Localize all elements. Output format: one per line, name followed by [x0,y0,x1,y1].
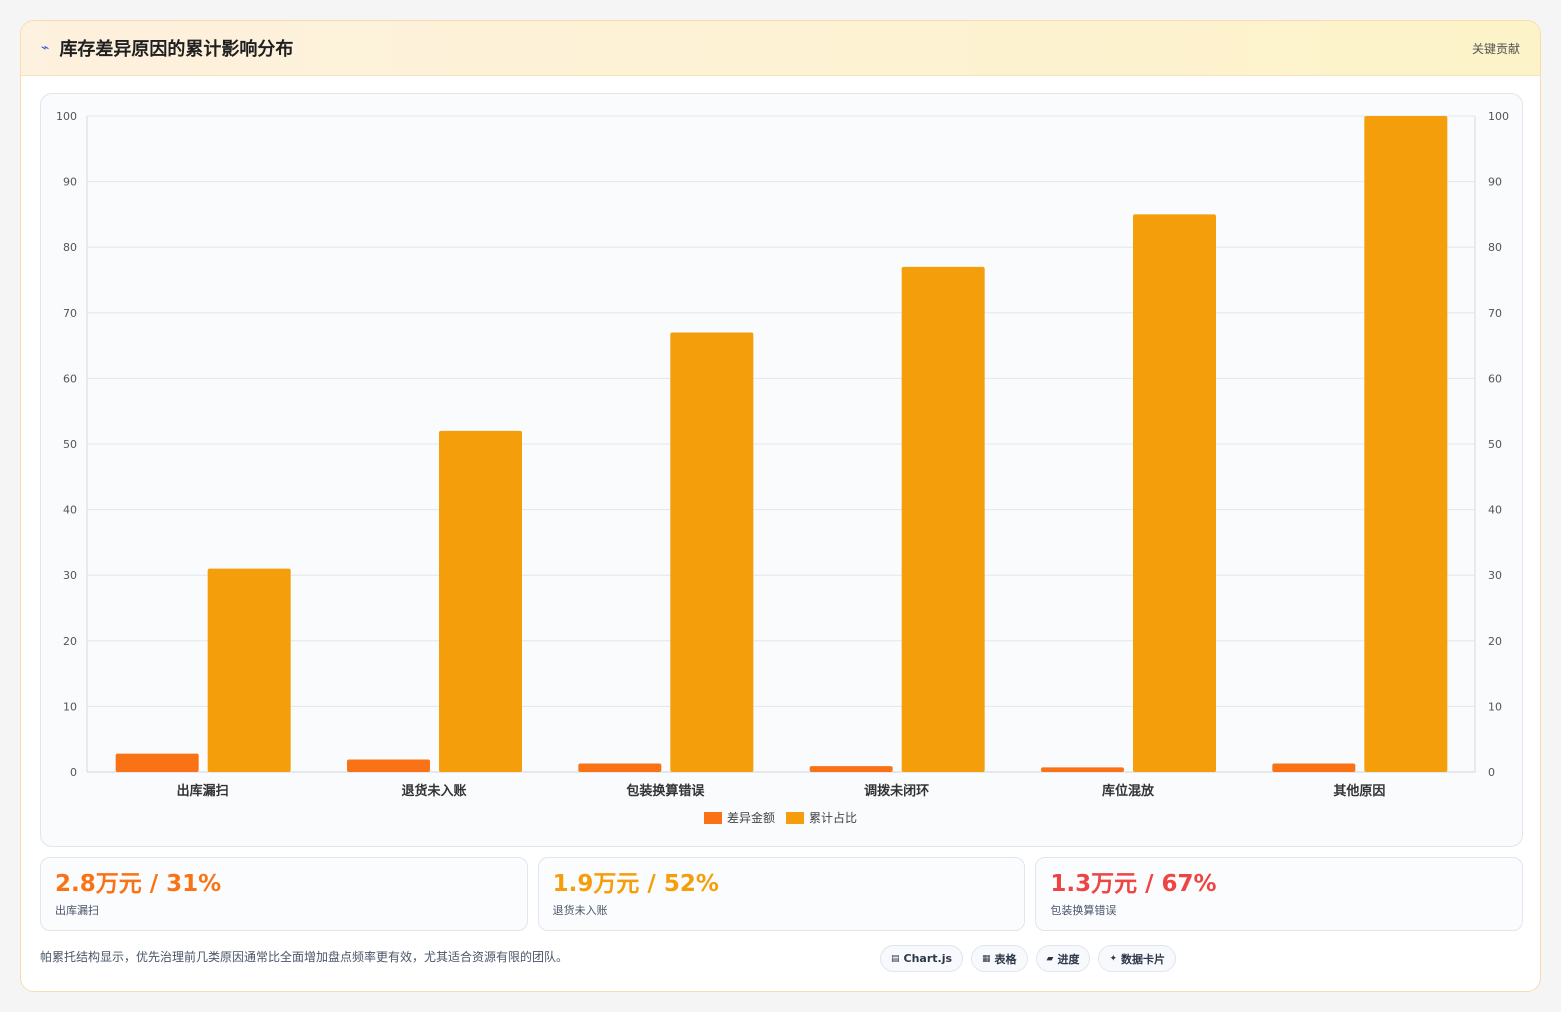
y2-tick-label: 100 [1488,110,1509,123]
y-tick-label: 10 [63,700,77,713]
stat-value: 1.3万元 / 67% [1050,871,1217,897]
bar-amount [115,753,199,772]
pill-label: 进度 [1057,952,1080,966]
y-tick-label: 50 [63,438,77,451]
y-tick-label: 60 [63,372,77,385]
pareto-chart: 0 0 10 10 20 20 30 30 40 40 50 50 60 60 70 70 80 80 90 90 10… [56,110,1509,825]
legend-swatch [704,812,722,824]
bar-amount [1272,763,1356,772]
trend-icon: ⌁ [41,40,50,56]
bar-amount [578,763,662,772]
sparkle-icon: ✦ [1109,953,1118,964]
y2-tick-label: 50 [1488,438,1502,451]
bar-amount [809,766,893,772]
y-tick-label: 70 [63,307,77,320]
card-footer: 帕累托结构显示，优先治理前几类原因通常比全面增加盘点频率更有效，尤其适合资源有限… [40,943,1523,973]
bar-cumulative [901,266,985,772]
y2-tick-label: 80 [1488,241,1502,254]
y-tick-label: 100 [56,110,77,123]
pill-table[interactable]: ▦ 表格 [971,945,1028,972]
pill-label: Chart.js [903,952,953,965]
y2-tick-label: 20 [1488,635,1502,648]
pill-data-card[interactable]: ✦ 数据卡片 [1098,945,1177,972]
bar-amount [347,759,430,772]
legend-label: 累计占比 [809,810,857,825]
chart-card: ⌁ 库存差异原因的累计影响分布 关键贡献 0 0 10 10 20 20 30 30 40 40 5… [20,20,1541,992]
x-tick-label: 出库漏扫 [177,783,229,799]
stat-card: 1.9万元 / 52% 退货未入账 [537,857,1026,931]
pill-chartjs[interactable]: ▤ Chart.js [880,945,964,972]
pill-label: 数据卡片 [1121,952,1166,966]
y2-tick-label: 10 [1488,700,1502,713]
x-tick-label: 退货未入账 [401,783,466,799]
x-tick-label: 库位混放 [1102,783,1155,799]
bar-amount [1041,767,1124,772]
stat-label: 退货未入账 [552,904,608,917]
bar-cumulative [439,430,522,772]
y2-tick-label: 70 [1488,307,1502,320]
pill-progress[interactable]: ▰ 进度 [1035,945,1091,972]
bar-cumulative [670,332,754,772]
x-tick-label: 调拨未闭环 [864,783,929,799]
card-header: ⌁ 库存差异原因的累计影响分布 关键贡献 [21,21,1540,76]
stat-card: 2.8万元 / 31% 出库漏扫 [40,857,528,931]
chart-icon: ▤ [891,953,900,964]
pill-label: 表格 [994,952,1017,966]
y-tick-label: 30 [63,569,77,582]
header-tag: 关键贡献 [1471,41,1520,56]
card-title: 库存差异原因的累计影响分布 [59,39,294,60]
x-tick-label: 其他原因 [1333,783,1385,799]
footer-note: 帕累托结构显示，优先治理前几类原因通常比全面增加盘点频率更有效，尤其适合资源有限… [40,950,569,964]
y2-tick-label: 90 [1488,176,1502,189]
progress-icon: ▰ [1046,953,1054,964]
stat-card: 1.3万元 / 67% 包装换算错误 [1035,857,1524,931]
stat-label: 出库漏扫 [55,904,99,917]
legend-label: 差异金额 [727,810,775,825]
table-icon: ▦ [982,953,991,964]
y-tick-label: 40 [63,504,77,517]
y2-tick-label: 30 [1488,569,1502,582]
stat-value: 2.8万元 / 31% [55,871,222,897]
chart-container: 0 0 10 10 20 20 30 30 40 40 50 50 60 60 70 70 80 80 90 90 10… [40,93,1523,847]
x-tick-label: 包装换算错误 [626,783,705,799]
y2-tick-label: 40 [1488,504,1502,517]
stat-value: 1.9万元 / 52% [552,871,719,897]
y-tick-label: 20 [63,635,77,648]
bar-cumulative [207,568,291,772]
stat-cards: 2.8万元 / 31% 出库漏扫 1.9万元 / 52% 退货未入账 1.3万元… [40,857,1524,931]
y-tick-label: 80 [63,241,77,254]
legend-swatch [786,812,804,824]
y2-tick-label: 60 [1488,372,1502,385]
y-tick-label: 0 [70,766,77,779]
bar-cumulative [1364,116,1448,772]
y2-tick-label: 0 [1488,766,1495,779]
y-tick-label: 90 [63,176,77,189]
bar-cumulative [1133,214,1216,772]
feature-pills: ▤ Chart.js ▦ 表格 ▰ 进度 ✦ 数据卡片 [880,945,1177,972]
stat-label: 包装换算错误 [1050,904,1117,917]
